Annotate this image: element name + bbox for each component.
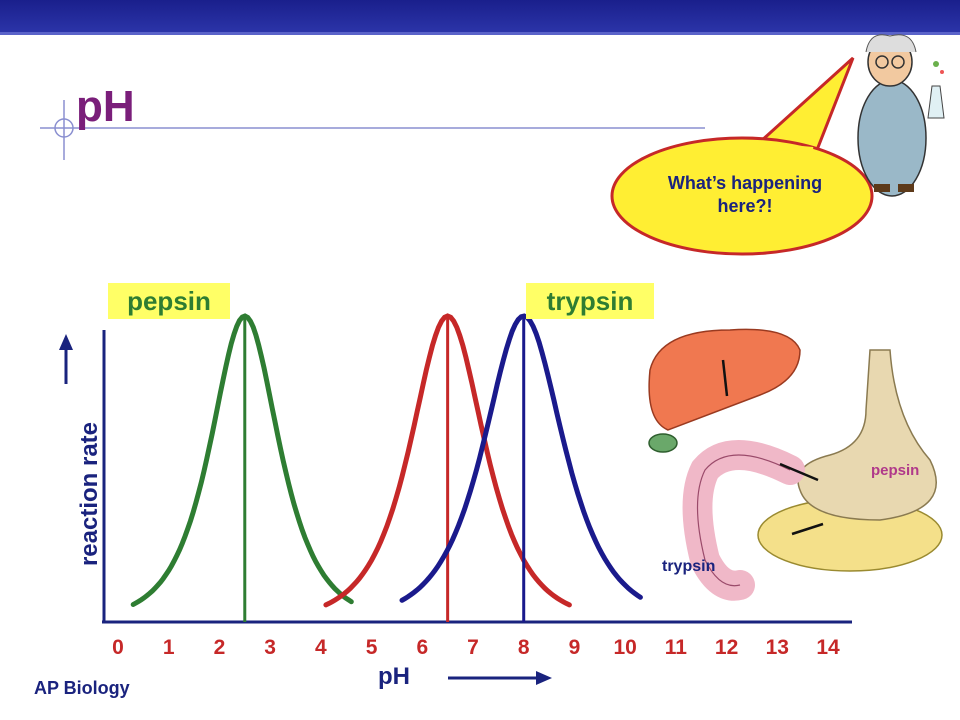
y-axis-arrowhead: [59, 334, 73, 350]
x-tick-label: 13: [766, 636, 789, 659]
y-axis-title: reaction rate: [76, 421, 103, 567]
x-tick-label: 11: [665, 636, 688, 659]
curve-series-0: [130, 313, 354, 607]
pepsin-label: pepsin: [108, 283, 230, 319]
stomach-label: pepsin: [871, 462, 920, 479]
x-tick-label: 7: [467, 636, 479, 659]
x-tick-label: 8: [518, 636, 530, 659]
x-tick-label: 4: [315, 636, 327, 659]
axis-arrows: [59, 334, 552, 685]
speech-bubble-text: What’s happening here?!: [667, 173, 823, 216]
x-tick-label: 9: [569, 636, 581, 659]
x-tick-label: 1: [163, 636, 175, 659]
x-tick-label: 5: [366, 636, 378, 659]
x-tick-label: 12: [715, 636, 738, 659]
x-tick-label: 14: [816, 636, 840, 659]
x-tick-label: 3: [264, 636, 276, 659]
x-axis-title: pH: [378, 663, 410, 690]
footer-label: AP Biology: [34, 678, 130, 698]
x-tick-label: 6: [416, 636, 428, 659]
top-banner: [0, 0, 960, 35]
chart-x-ticks: 0 1 2 3 4 5 6 7 8 9 10 11 12 13 14: [112, 636, 840, 659]
x-tick-label: 0: [112, 636, 124, 659]
x-tick-label: 2: [214, 636, 226, 659]
chart-axes: [102, 330, 852, 624]
intestine-label: trypsin: [662, 558, 716, 575]
x-axis-arrowhead: [536, 671, 552, 685]
chart-curves: [130, 313, 643, 622]
slide-title: pH: [76, 82, 135, 131]
trypsin-label: trypsin: [526, 283, 654, 319]
curve-series-2: [399, 313, 643, 603]
x-tick-label: 10: [613, 636, 636, 659]
